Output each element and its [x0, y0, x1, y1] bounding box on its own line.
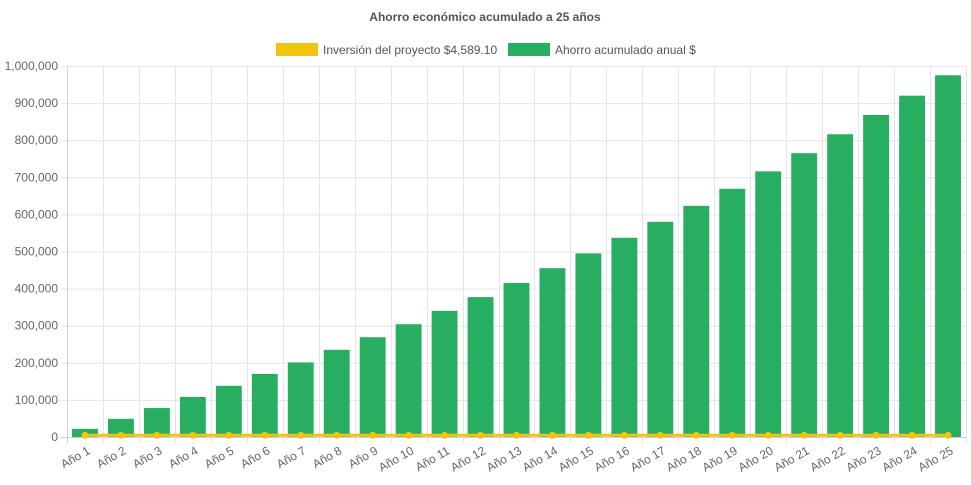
investment-point — [333, 431, 341, 439]
bar — [611, 237, 638, 437]
bar — [755, 171, 782, 437]
bar — [719, 188, 746, 437]
investment-point — [261, 431, 269, 439]
chart-title: Ahorro económico acumulado a 25 años — [369, 10, 601, 24]
x-tick-label: Año 11 — [413, 443, 452, 474]
bar — [827, 134, 854, 437]
investment-point — [908, 431, 916, 439]
x-tick-label: Año 14 — [520, 443, 560, 474]
grid — [61, 66, 967, 443]
bar — [431, 310, 458, 437]
x-tick-label: Año 20 — [736, 443, 776, 474]
bar — [935, 75, 961, 438]
x-tick-label: Año 17 — [628, 443, 668, 474]
bar — [683, 205, 710, 437]
x-tick-label: Año 7 — [274, 443, 308, 471]
legend-label: Inversión del proyecto $4,589.10 — [323, 43, 497, 57]
investment-point — [872, 431, 880, 439]
investment-point — [81, 431, 89, 439]
x-tick-label: Año 21 — [772, 443, 812, 474]
y-tick-label: 200,000 — [15, 356, 59, 370]
investment-point — [620, 431, 628, 439]
y-tick-label: 1,000,000 — [5, 59, 59, 73]
bar — [863, 114, 890, 438]
x-tick-label: Año 19 — [700, 443, 740, 474]
line-series — [81, 431, 952, 439]
bar — [323, 349, 350, 437]
bar — [647, 221, 674, 437]
investment-point — [225, 431, 233, 439]
investment-point — [153, 431, 161, 439]
investment-point — [584, 431, 592, 439]
bar-series — [72, 75, 961, 438]
y-tick-label: 400,000 — [15, 282, 59, 296]
y-axis-ticks: 0 100,000 200,000 300,000 400,000 500,000 600,… — [5, 59, 59, 444]
bar — [179, 396, 206, 437]
y-tick-label: 700,000 — [15, 170, 59, 184]
x-tick-label: Año 15 — [556, 443, 596, 474]
x-tick-label: Año 1 — [58, 443, 92, 471]
legend-swatch — [508, 43, 550, 56]
x-axis-ticks: Año 1 Año 2 Año 3 Año 4 Año 5 Año 6 Año 7 Año 8… — [58, 443, 955, 474]
bar — [899, 95, 926, 438]
x-tick-label: Año 18 — [664, 443, 704, 474]
x-tick-label: Año 22 — [808, 443, 848, 474]
x-tick-label: Año 23 — [844, 443, 884, 474]
y-tick-label: 100,000 — [15, 393, 59, 407]
x-tick-label: Año 12 — [448, 443, 488, 474]
investment-point — [441, 431, 449, 439]
bar — [791, 153, 818, 437]
x-tick-label: Año 16 — [592, 443, 632, 474]
y-tick-label: 500,000 — [15, 245, 59, 259]
investment-point — [369, 431, 377, 439]
y-tick-label: 800,000 — [15, 133, 59, 147]
bar — [215, 385, 242, 437]
bar — [107, 418, 134, 437]
bar — [503, 283, 530, 437]
legend-item[interactable]: Inversión del proyecto $4,589.10 — [276, 43, 497, 57]
investment-point — [692, 431, 700, 439]
y-tick-label: 0 — [51, 430, 58, 444]
y-tick-label: 600,000 — [15, 207, 59, 221]
investment-point — [944, 431, 952, 439]
investment-point — [764, 431, 772, 439]
x-tick-label: Año 25 — [916, 443, 956, 474]
x-tick-label: Año 13 — [484, 443, 524, 474]
x-tick-label: Año 2 — [94, 443, 128, 471]
legend: Inversión del proyecto $4,589.10 Ahorro a… — [276, 43, 696, 57]
investment-point — [189, 431, 197, 439]
x-tick-label: Año 6 — [238, 443, 272, 471]
investment-point — [656, 431, 664, 439]
investment-point — [477, 431, 485, 439]
investment-point — [836, 431, 844, 439]
bar — [359, 337, 386, 437]
investment-point — [548, 431, 556, 439]
investment-point — [297, 431, 305, 439]
investment-point — [513, 431, 520, 439]
bar — [575, 253, 602, 437]
legend-label: Ahorro acumulado anual $ — [555, 43, 696, 57]
bar — [251, 373, 278, 437]
legend-item[interactable]: Ahorro acumulado anual $ — [508, 43, 696, 57]
bar — [467, 297, 494, 437]
y-tick-label: 900,000 — [15, 96, 59, 110]
x-tick-label: Año 3 — [130, 443, 164, 471]
x-tick-label: Año 10 — [376, 443, 416, 474]
x-tick-label: Año 9 — [346, 443, 380, 471]
x-tick-label: Año 24 — [880, 443, 920, 474]
bar — [287, 362, 314, 437]
x-tick-label: Año 8 — [310, 443, 344, 471]
bar — [539, 268, 566, 437]
investment-point — [728, 431, 736, 439]
y-tick-label: 300,000 — [15, 319, 59, 333]
bar — [395, 324, 422, 437]
investment-point — [800, 431, 808, 439]
investment-point — [117, 431, 125, 439]
x-tick-label: Año 5 — [202, 443, 236, 471]
x-tick-label: Año 4 — [166, 443, 200, 471]
investment-point — [405, 431, 413, 439]
legend-swatch — [276, 43, 318, 56]
